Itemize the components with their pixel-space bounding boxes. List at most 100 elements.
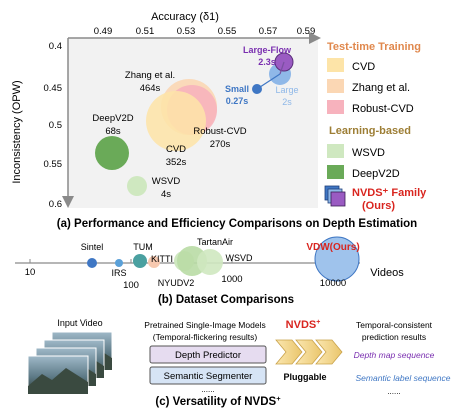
pluggable-arrows xyxy=(275,339,343,365)
input-video-frames xyxy=(27,331,113,395)
label-zhang: Zhang et al. xyxy=(125,70,175,81)
legend-swatch-zhang xyxy=(327,79,344,93)
bubble-wsvd xyxy=(127,176,147,196)
legend-zhang: Zhang et al. xyxy=(352,82,410,94)
y-tick: 0.6 xyxy=(49,199,62,210)
label-large-flow-time: 2.3s xyxy=(258,57,276,67)
y-tick: 0.5 xyxy=(49,120,62,131)
label-large-flow: Large-Flow xyxy=(243,45,292,55)
y-tick: 0.55 xyxy=(44,159,63,170)
dataset-labels: Sintel IRS TUM KITTI TartanAir NYUDV2 WS… xyxy=(81,237,360,288)
label-kitti: KITTI xyxy=(151,254,173,264)
tick-10000: 10000 xyxy=(320,278,346,289)
legend-cvd: CVD xyxy=(352,61,375,73)
family-labels: Large-Flow 2.3s Small 0.27s Large 2s xyxy=(225,45,299,107)
semantic-segmenter-label: Semantic Segmenter xyxy=(164,371,253,382)
label-irs: IRS xyxy=(111,268,126,278)
label-robust-time: 270s xyxy=(210,139,231,150)
bubble-cvd xyxy=(146,91,206,151)
label-cvd-time: 352s xyxy=(166,157,187,168)
dataset-irs xyxy=(115,259,123,267)
tick-100: 100 xyxy=(123,280,139,291)
legend-swatch-deepv2d xyxy=(327,165,344,179)
legend: Test-time Training CVD Zhang et al. Robu… xyxy=(324,41,427,212)
x-tick: 0.51 xyxy=(136,26,155,37)
output-title: Temporal-consistent xyxy=(356,320,433,330)
dataset-vdw xyxy=(314,236,360,282)
tick-1000: 1000 xyxy=(221,274,242,285)
bubble-deepv2d xyxy=(95,136,129,170)
x-tick: 0.55 xyxy=(218,26,237,37)
label-small: Small xyxy=(225,84,249,94)
label-nyudv2: NYUDV2 xyxy=(158,278,195,288)
y-tick: 0.45 xyxy=(44,83,63,94)
legend-family: NVDS⁺ Family xyxy=(352,187,427,199)
legend-robust: Robust-CVD xyxy=(352,103,414,115)
label-large: Large xyxy=(275,85,298,95)
legend-swatch-wsvd xyxy=(327,144,344,158)
x-tick: 0.57 xyxy=(259,26,278,37)
caption-c-main: (c) Versatility of NVDS xyxy=(155,396,276,408)
caption-c: (c) Versatility of NVDS+ xyxy=(155,394,281,408)
panel-c: Input Video Pretrained Single-Image Mode… xyxy=(27,318,451,408)
models-more: ...... xyxy=(201,385,214,394)
dataset-wsvd xyxy=(197,249,223,275)
y-axis-title: Inconsistency (OPW) xyxy=(11,80,23,183)
input-video-label: Input Video xyxy=(57,318,102,328)
caption-b: (b) Dataset Comparisons xyxy=(158,294,294,306)
label-deepv2d: DeepV2D xyxy=(92,113,133,124)
dataset-kitti xyxy=(148,256,160,268)
pluggable-label: Pluggable xyxy=(283,372,326,382)
x-tick: 0.59 xyxy=(297,26,316,37)
outputs-more: ...... xyxy=(387,387,400,396)
family-link xyxy=(279,61,285,75)
label-deepv2d-time: 68s xyxy=(105,126,121,137)
label-wsvd: WSVD xyxy=(152,176,181,187)
legend-family-ours: (Ours) xyxy=(362,200,395,212)
videos-label: Videos xyxy=(370,267,404,279)
label-small-time: 0.27s xyxy=(226,96,249,106)
depth-sequence-label: Depth map sequence xyxy=(354,350,435,360)
nvds-plus: + xyxy=(316,319,320,326)
legend-swatch-cvd xyxy=(327,58,344,72)
tick-10: 10 xyxy=(25,267,36,278)
y-tick-labels: 0.4 0.45 0.5 0.55 0.6 xyxy=(44,41,63,210)
bubble-labels: Zhang et al. 464s DeepV2D 68s Robust-CVD… xyxy=(92,70,246,200)
panel-b: Sintel IRS TUM KITTI TartanAir NYUDV2 WS… xyxy=(15,236,404,306)
x-tick: 0.49 xyxy=(94,26,113,37)
dataset-sintel xyxy=(87,258,97,268)
label-large-time: 2s xyxy=(282,97,292,107)
output-subtitle: prediction results xyxy=(362,332,426,342)
label-cvd: CVD xyxy=(166,144,186,155)
label-robust: Robust-CVD xyxy=(193,126,246,137)
caption-a: (a) Performance and Efficiency Compariso… xyxy=(57,218,417,230)
dataset-tum xyxy=(133,254,147,268)
legend-family-icon xyxy=(324,185,346,207)
legend-swatch-robust xyxy=(327,100,344,114)
depth-predictor-box xyxy=(149,345,267,364)
label-wsvd-dataset: WSVD xyxy=(226,253,254,263)
label-wsvd-time: 4s xyxy=(161,189,171,200)
caption-c-plus: + xyxy=(276,394,281,403)
label-sintel: Sintel xyxy=(81,242,104,252)
legend-deepv2d: DeepV2D xyxy=(352,168,400,180)
legend-learning-title: Learning-based xyxy=(329,125,411,137)
label-vdw: VDW(Ours) xyxy=(306,242,359,253)
nvds-name: NVDS xyxy=(286,319,317,331)
semantic-segmenter-box xyxy=(149,366,267,385)
depth-predictor-label: Depth Predictor xyxy=(175,350,241,361)
label-zhang-time: 464s xyxy=(140,83,161,94)
models-subtitle: (Temporal-flickering results) xyxy=(153,332,258,342)
y-tick: 0.4 xyxy=(49,41,62,52)
legend-wsvd: WSVD xyxy=(352,147,385,159)
x-tick: 0.53 xyxy=(177,26,196,37)
nvds-label: NVDS+ xyxy=(286,319,321,331)
x-axis-title: Accuracy (δ1) xyxy=(151,11,219,23)
panel-a: Accuracy (δ1) 0.49 0.51 0.53 0.55 0.57 0… xyxy=(11,11,427,230)
label-tartanair: TartanAir xyxy=(197,237,233,247)
family-link xyxy=(256,73,281,90)
label-sequence-label: Semantic label sequence xyxy=(356,373,451,383)
x-tick-labels: 0.49 0.51 0.53 0.55 0.57 0.59 xyxy=(94,26,316,37)
dataset-ticks: 10 100 1000 10000 xyxy=(25,267,347,291)
